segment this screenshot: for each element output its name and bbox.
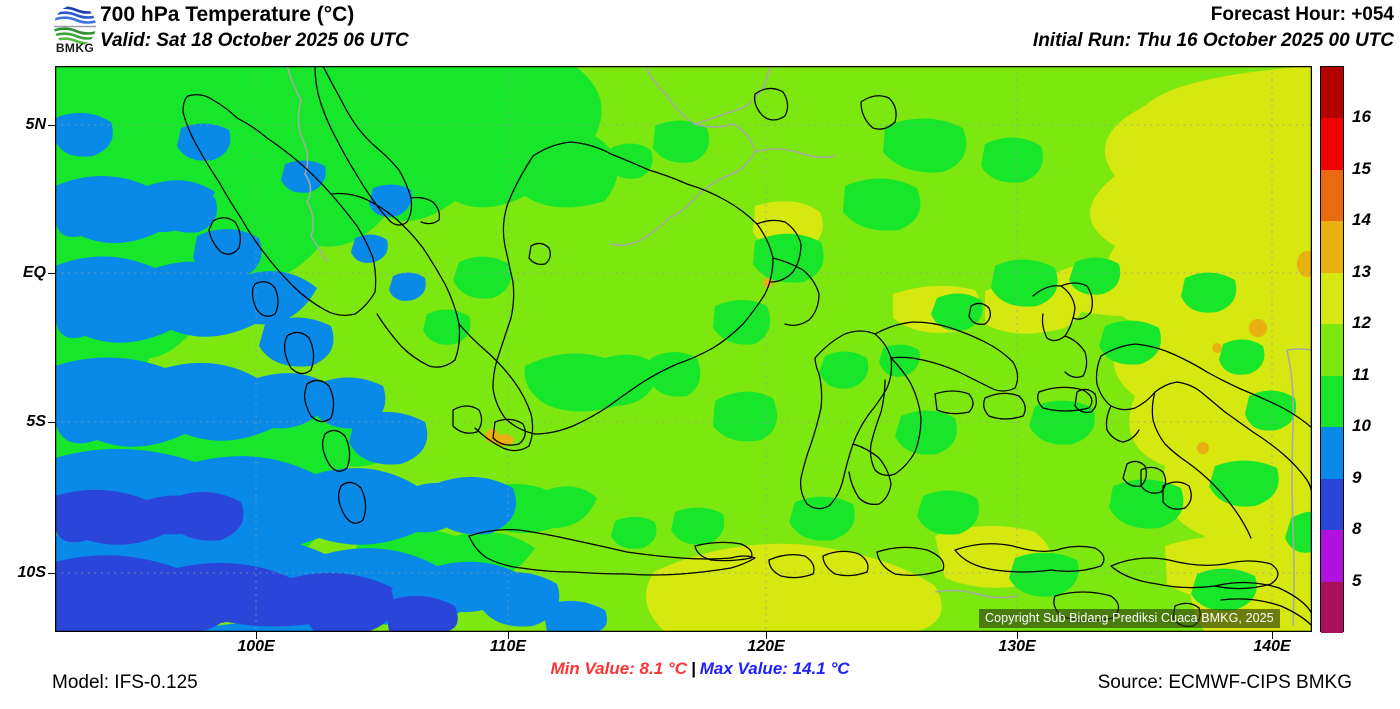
lat-tick-mark <box>48 422 56 423</box>
colorbar-band <box>1321 169 1343 222</box>
colorbar-band <box>1321 375 1343 428</box>
minmax-label: Min Value: 8.1 °C | Max Value: 14.1 °C <box>0 659 1400 679</box>
colorbar-band <box>1321 221 1343 273</box>
colorbar-band <box>1321 478 1343 531</box>
lon-tick-mark <box>1272 632 1273 639</box>
lon-tick-label: 110E <box>489 638 527 655</box>
lat-tick-label: 5S <box>26 413 46 430</box>
page-title: 700 hPa Temperature (°C) <box>100 3 355 26</box>
minmax-separator: | <box>690 659 696 678</box>
lon-tick-mark <box>256 632 257 639</box>
initial-run: Initial Run: Thu 16 October 2025 00 UTC <box>1032 30 1394 51</box>
colorbar-band <box>1321 67 1343 119</box>
header-right: Forecast Hour: +054 Initial Run: Thu 16 … <box>1033 2 1394 54</box>
colorbar-tick-label: 11 <box>1352 364 1370 384</box>
lat-tick-mark <box>48 125 56 126</box>
map-plot-area[interactable] <box>55 66 1312 632</box>
colorbar-band <box>1321 324 1343 376</box>
colorbar[interactable] <box>1320 66 1344 633</box>
lat-tick-label: 5N <box>25 116 46 133</box>
lat-tick-mark <box>48 273 56 274</box>
colorbar-band <box>1321 272 1343 325</box>
colorbar-band <box>1321 581 1343 633</box>
lon-tick-label: 100E <box>237 638 275 655</box>
colorbar-tick-label: 5 <box>1352 570 1362 590</box>
lat-tick-label: 10S <box>17 564 46 581</box>
colorbar-band <box>1321 427 1343 479</box>
colorbar-tick-label: 14 <box>1352 210 1371 230</box>
bmkg-logo-icon <box>48 3 102 57</box>
lon-tick-label: 130E <box>998 638 1036 655</box>
lon-tick-mark <box>766 632 767 639</box>
colorbar-tick-label: 13 <box>1352 261 1371 281</box>
model-label: Model: IFS-0.125 <box>52 672 198 693</box>
source-label: Source: ECMWF-CIPS BMKG <box>1097 672 1352 693</box>
lat-tick-label: EQ <box>22 264 46 281</box>
colorbar-band <box>1321 530 1343 582</box>
min-value: Min Value: 8.1 °C <box>550 659 687 678</box>
header-left: 700 hPa Temperature (°C) Valid: Sat 18 O… <box>100 2 409 54</box>
colorbar-tick-label: 16 <box>1352 107 1371 127</box>
colorbar-band <box>1321 118 1343 170</box>
lat-tick-mark <box>48 573 56 574</box>
colorbar-tick-label: 15 <box>1352 158 1371 178</box>
logo-label: BMKG <box>55 41 95 55</box>
colorbar-tick-label: 12 <box>1352 313 1371 333</box>
lon-tick-mark <box>508 632 509 639</box>
colorbar-tick-label: 9 <box>1352 467 1362 487</box>
copyright-watermark: Copyright Sub Bidang Prediksi Cuaca BMKG… <box>979 609 1280 628</box>
lon-tick-label: 120E <box>747 638 785 655</box>
lon-tick-label: 140E <box>1253 638 1291 655</box>
max-value: Max Value: 14.1 °C <box>699 659 850 678</box>
valid-time: Valid: Sat 18 October 2025 06 UTC <box>100 30 409 51</box>
lon-tick-mark <box>1017 632 1018 639</box>
colorbar-tick-label: 8 <box>1352 519 1362 539</box>
colorbar-tick-label: 10 <box>1352 416 1371 436</box>
forecast-hour: Forecast Hour: +054 <box>1210 4 1394 25</box>
